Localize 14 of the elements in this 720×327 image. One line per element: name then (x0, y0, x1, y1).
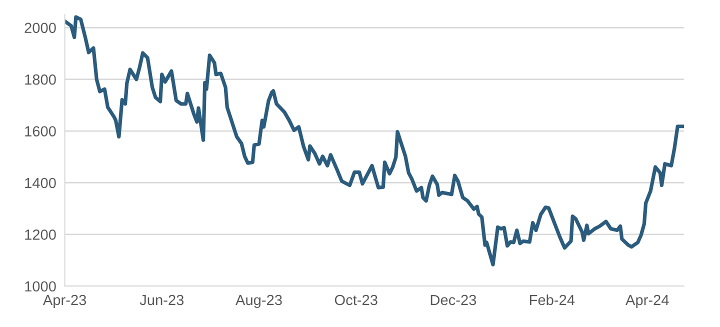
y-tick-label: 2000 (24, 22, 56, 34)
x-tick-label: Apr-24 (626, 294, 669, 308)
y-tick-label: 1400 (25, 178, 56, 188)
x-tick-label: Jun-23 (140, 294, 184, 306)
x-tick-label: Apr-23 (42, 294, 86, 308)
y-tick-label: 1600 (25, 126, 56, 136)
y-tick-label: 1800 (25, 74, 56, 85)
x-tick-label: Aug-23 (236, 294, 282, 308)
line-series (64, 15, 684, 266)
y-tick-label: 1200 (25, 230, 56, 240)
x-tick-label: Oct-23 (334, 294, 378, 306)
x-tick-label: Feb-24 (530, 294, 575, 306)
x-tick-label: Dec-23 (430, 294, 476, 306)
y-tick-label: 1000 (25, 281, 56, 292)
